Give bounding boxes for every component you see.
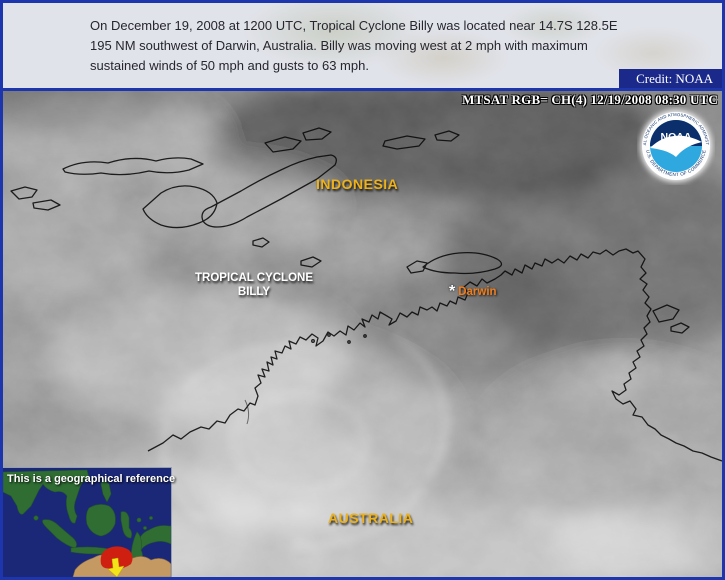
header-divider bbox=[3, 88, 722, 91]
noaa-logo: NOAA NATIONAL OCEANIC AND ATMOSPHERIC AD… bbox=[635, 103, 715, 185]
logo-acronym: NOAA bbox=[661, 131, 692, 143]
cyclone-label-line2: BILLY bbox=[237, 286, 271, 298]
coastlines bbox=[10, 127, 722, 462]
cyclone-spiral bbox=[159, 331, 451, 552]
label-australia: AUSTRALIA bbox=[328, 510, 414, 526]
inset-landmasses bbox=[3, 469, 172, 565]
seagull-icon bbox=[650, 135, 702, 157]
darwin-label-text: Darwin bbox=[458, 286, 497, 298]
cyclone-position-marker bbox=[100, 546, 133, 569]
inset-caption: This is a geographical reference bbox=[7, 473, 176, 485]
storm-summary-text: On December 19, 2008 at 1200 UTC, Tropic… bbox=[90, 16, 618, 76]
summary-line-1: On December 19, 2008 at 1200 UTC, Tropic… bbox=[90, 18, 618, 33]
inset-map: This is a geographical reference bbox=[3, 467, 176, 577]
credit-bar: Credit: NOAA bbox=[619, 69, 722, 88]
darwin-marker-icon: * bbox=[449, 283, 456, 300]
label-tropical-cyclone-billy: TROPICAL CYCLONE BILLY bbox=[194, 271, 314, 299]
header-banner: On December 19, 2008 at 1200 UTC, Tropic… bbox=[3, 3, 722, 88]
inset-map-art bbox=[3, 468, 172, 577]
cyclone-label-line1: TROPICAL CYCLONE bbox=[195, 272, 313, 284]
motion-arrow-icon bbox=[107, 557, 125, 577]
label-indonesia: INDONESIA bbox=[316, 176, 399, 192]
credit-label: Credit: NOAA bbox=[636, 70, 713, 86]
summary-line-3: sustained winds of 50 mph and gusts to 6… bbox=[90, 58, 369, 73]
satellite-clouds-art bbox=[3, 91, 722, 577]
label-darwin: * Darwin bbox=[449, 283, 497, 300]
satellite-image: MTSAT RGB= CH(4) 12/19/2008 08:30 UTC NO… bbox=[3, 91, 722, 577]
image-caption: MTSAT RGB= CH(4) 12/19/2008 08:30 UTC bbox=[462, 92, 718, 107]
summary-line-2: 195 NM southwest of Darwin, Australia. B… bbox=[90, 38, 588, 53]
